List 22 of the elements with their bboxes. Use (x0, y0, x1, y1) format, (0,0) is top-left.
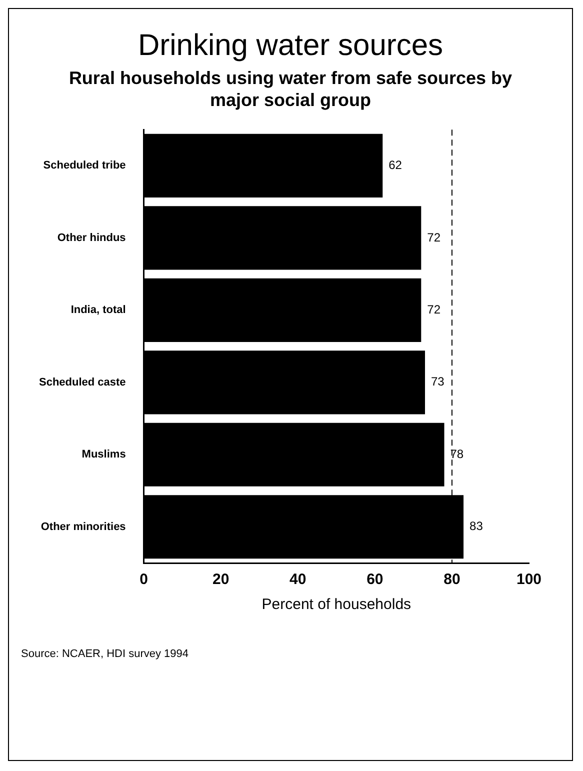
source-note: Source: NCAER, HDI survey 1994 (21, 648, 190, 660)
data-label: 78 (450, 446, 464, 461)
data-label: 83 (470, 519, 484, 534)
chart-subtitle: Rural households using water from safe sources by major social group (68, 67, 514, 111)
y-tick-label: Other hindus (57, 232, 126, 244)
x-tick-label: 100 (516, 571, 542, 588)
x-tick-label: 20 (212, 571, 230, 588)
y-tick-label: Scheduled caste (38, 376, 126, 388)
y-tick-label: Other minorities (40, 520, 126, 533)
x-tick-label: 40 (290, 571, 306, 588)
data-label: 62 (388, 158, 402, 172)
y-tick-label: India, total (70, 304, 126, 316)
chart-title: Drinking water sources (136, 29, 444, 63)
data-label: 72 (427, 302, 441, 316)
data-label: 73 (431, 374, 445, 389)
data-label: 72 (427, 230, 441, 244)
y-tick-label: Scheduled tribe (43, 160, 126, 172)
x-tick-label: 80 (444, 571, 460, 588)
x-axis-title: Percent of households (262, 596, 412, 614)
x-tick-label: 0 (140, 571, 148, 588)
x-tick-label: 60 (366, 571, 384, 588)
y-tick-label: Muslims (82, 448, 126, 461)
